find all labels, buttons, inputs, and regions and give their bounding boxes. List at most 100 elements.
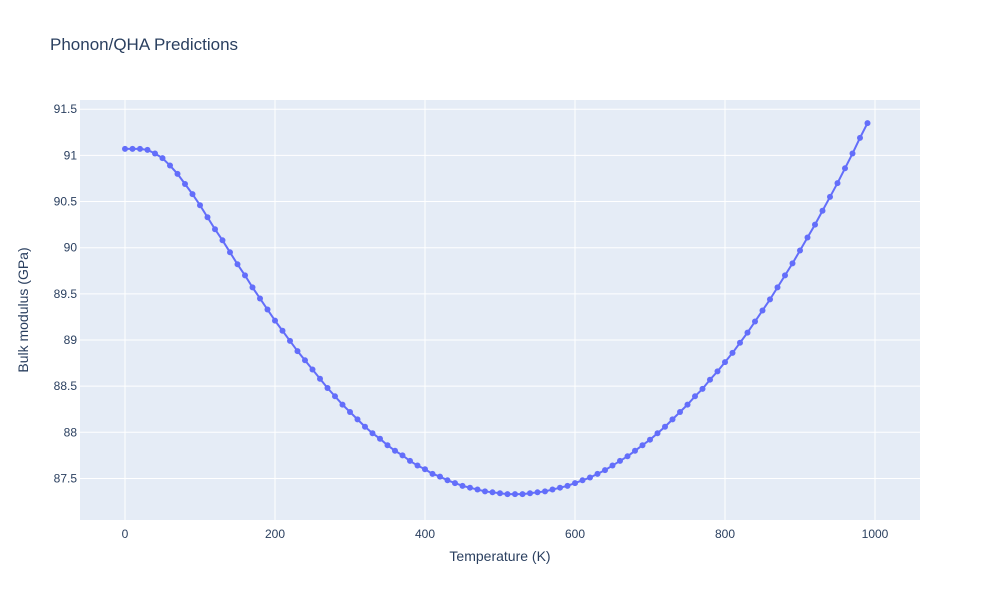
y-axis-ticks: 87.5 88 88.5 89 89.5 90 90.5 91 91.5	[54, 102, 78, 485]
data-point	[677, 409, 683, 415]
data-point	[422, 466, 428, 473]
data-point	[167, 162, 173, 169]
series-line	[125, 122, 869, 496]
data-point	[617, 457, 623, 464]
data-point	[699, 385, 706, 392]
data-point	[174, 170, 181, 177]
data-point	[152, 150, 158, 157]
data-point	[189, 191, 196, 198]
y-axis-title: Bulk modulus (GPa)	[15, 247, 31, 372]
data-point	[144, 146, 151, 153]
data-point	[219, 237, 226, 244]
data-point	[287, 337, 293, 344]
data-point	[482, 488, 488, 495]
data-point	[497, 490, 503, 497]
data-point	[752, 318, 758, 325]
data-point	[542, 488, 548, 495]
data-point	[137, 145, 143, 152]
data-point	[129, 145, 136, 152]
data-point	[122, 145, 128, 152]
x-tick-label: 600	[565, 527, 585, 541]
plot-area	[80, 100, 920, 520]
data-point	[557, 484, 563, 491]
data-point	[602, 467, 608, 474]
data-point	[864, 120, 871, 127]
y-tick-label: 89	[64, 333, 78, 347]
data-point	[264, 306, 271, 313]
data-point	[632, 447, 638, 454]
data-point	[324, 385, 331, 391]
y-tick-label: 90	[64, 241, 78, 255]
data-point	[774, 284, 781, 291]
data-point	[414, 462, 421, 469]
data-point	[249, 284, 256, 291]
data-point	[827, 193, 833, 200]
data-point	[639, 442, 646, 449]
data-point	[842, 165, 848, 172]
data-point	[332, 393, 338, 400]
data-point	[437, 473, 443, 480]
data-point	[399, 452, 406, 459]
data-point	[564, 482, 571, 489]
data-point	[429, 470, 436, 477]
data-point	[729, 349, 736, 356]
x-tick-label: 0	[122, 527, 129, 541]
data-point	[737, 339, 743, 346]
y-tick-label: 88.5	[54, 379, 78, 393]
data-point	[339, 401, 346, 408]
data-point	[317, 375, 323, 382]
data-point	[452, 480, 458, 487]
data-point	[789, 260, 796, 267]
x-axis-title: Temperature (K)	[449, 548, 550, 564]
data-point	[377, 435, 383, 442]
data-point	[534, 489, 541, 496]
data-point	[459, 482, 466, 489]
data-point	[384, 442, 391, 449]
data-point	[444, 477, 451, 484]
data-point	[467, 484, 473, 491]
y-tick-label: 87.5	[54, 471, 78, 485]
data-point	[662, 423, 668, 430]
x-axis-ticks: 0 200 400 600 800 1000	[122, 527, 889, 541]
y-tick-label: 90.5	[54, 195, 78, 209]
chart-title: Phonon/QHA Predictions	[50, 35, 238, 54]
data-point	[309, 366, 316, 373]
data-point	[819, 207, 826, 214]
data-point	[302, 357, 308, 364]
data-point	[362, 423, 368, 430]
y-tick-label: 91	[64, 148, 78, 162]
data-point	[407, 457, 413, 464]
data-point	[549, 486, 556, 493]
data-point	[647, 436, 653, 443]
data-point	[849, 150, 856, 157]
data-point	[692, 393, 698, 400]
data-point	[594, 470, 601, 477]
data-point	[519, 491, 526, 498]
x-tick-label: 800	[715, 527, 735, 541]
data-point	[234, 261, 241, 268]
data-point	[797, 247, 803, 254]
grid	[80, 100, 920, 520]
data-point	[669, 416, 676, 423]
data-point	[279, 327, 286, 334]
data-point	[857, 134, 863, 141]
y-tick-label: 88	[64, 425, 78, 439]
data-point	[227, 249, 233, 256]
data-point	[204, 214, 211, 221]
data-point	[369, 430, 376, 437]
data-point	[182, 181, 188, 187]
y-tick-label: 89.5	[54, 287, 78, 301]
data-point	[609, 462, 616, 469]
data-point	[767, 296, 773, 303]
data-point	[804, 234, 811, 241]
data-point	[744, 329, 751, 336]
data-point	[572, 480, 578, 487]
data-point	[489, 489, 496, 496]
data-point	[812, 221, 818, 228]
y-tick-label: 91.5	[54, 102, 78, 116]
data-point	[272, 317, 278, 324]
data-point	[212, 226, 218, 233]
data-point	[624, 453, 631, 460]
data-point	[257, 295, 263, 302]
